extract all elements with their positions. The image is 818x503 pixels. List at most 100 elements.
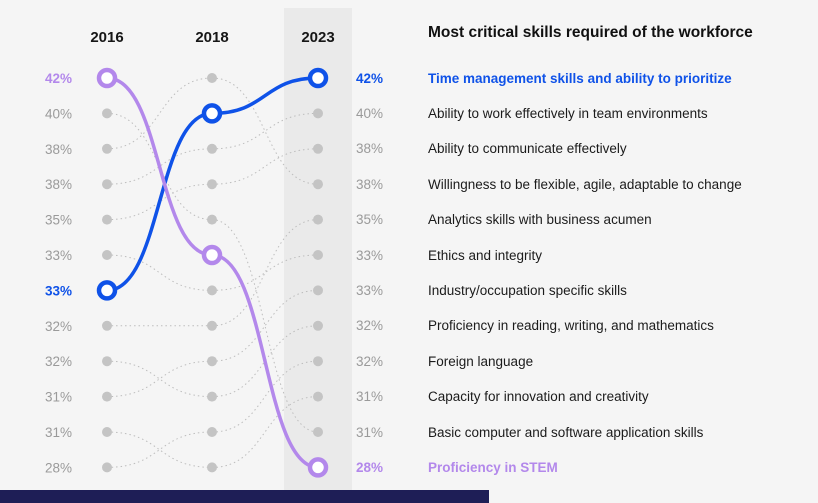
- rank-dot: [313, 214, 323, 225]
- skill-label: Proficiency in STEM: [428, 459, 558, 475]
- rank-dot: [207, 143, 217, 154]
- rank-dot: [207, 427, 217, 437]
- background-link: [106, 77, 319, 185]
- series-point: [201, 244, 223, 266]
- rank-dot: [313, 250, 323, 260]
- rank-dot: [313, 427, 323, 437]
- series-point: [201, 103, 223, 124]
- skill-row: 38% Willingness to be flexible, agile, ad…: [356, 173, 742, 195]
- bump-chart: 2016 2018 2023 42% 40% 38% 38% 35% 33% 33% 32% 32% 3…: [45, 8, 352, 490]
- rank-dot: [102, 356, 112, 367]
- rank-percent: 38%: [356, 176, 384, 192]
- skill-row: 32% Proficiency in reading, writing, and …: [356, 315, 714, 337]
- rank-dot: [207, 391, 217, 402]
- skill-row: 40% Ability to work effectively in team e…: [356, 102, 708, 124]
- background-link: [106, 112, 319, 433]
- skill-label: Ethics and integrity: [428, 247, 543, 263]
- rank-percent: 33%: [356, 282, 384, 298]
- series-point: [307, 457, 329, 478]
- rank-dot: [207, 462, 217, 473]
- left-axis-label: 33%: [45, 283, 72, 298]
- rank-dot: [207, 73, 217, 83]
- rank-dot: [313, 179, 323, 190]
- left-axis-label: 32%: [45, 354, 72, 369]
- rank-percent: 33%: [356, 247, 384, 263]
- rank-dot: [102, 250, 112, 260]
- rank-dot: [102, 108, 112, 119]
- rank-dot: [207, 320, 217, 331]
- series-point: [96, 280, 118, 301]
- rank-percent: 32%: [356, 353, 384, 369]
- skill-list: 42% Time management skills and ability to…: [356, 0, 818, 503]
- background-link: [106, 219, 319, 327]
- rank-dot: [207, 214, 217, 225]
- rank-percent: 31%: [356, 424, 384, 440]
- rank-dot: [313, 143, 323, 154]
- rank-dot: [207, 356, 217, 367]
- skill-label: Ability to communicate effectively: [428, 141, 627, 157]
- rank-percent: 38%: [356, 141, 384, 157]
- left-axis-label: 33%: [45, 248, 72, 263]
- footer-bar: [0, 490, 489, 503]
- rank-dots: [102, 73, 323, 473]
- skill-row: 31% Basic computer and software applicati…: [356, 421, 703, 443]
- rank-dot: [313, 285, 323, 296]
- year-header: 2016: [90, 29, 123, 46]
- skill-label: Analytics skills with business acumen: [428, 212, 652, 228]
- rank-percent: 28%: [356, 459, 384, 475]
- skill-row: 28% Proficiency in STEM: [356, 456, 558, 478]
- skill-label: Foreign language: [428, 353, 534, 369]
- rank-dot: [102, 179, 112, 190]
- rank-percent: 42%: [356, 70, 384, 86]
- left-axis-label: 38%: [45, 142, 72, 157]
- skill-label: Time management skills and ability to pr…: [428, 70, 732, 86]
- rank-dot: [102, 391, 112, 402]
- series-point: [96, 67, 118, 89]
- skill-row: 31% Capacity for innovation and creativit…: [356, 386, 649, 408]
- rank-dot: [102, 427, 112, 437]
- page-title: Most critical skills required of the wor…: [428, 24, 753, 41]
- left-axis-label: 28%: [45, 460, 72, 475]
- left-axis-label: 31%: [45, 425, 72, 440]
- left-axis-label: 35%: [45, 213, 72, 228]
- skill-label: Capacity for innovation and creativity: [428, 389, 649, 405]
- background-links: [106, 77, 319, 468]
- skill-label: Proficiency in reading, writing, and mat…: [428, 318, 714, 334]
- skill-row: 35% Analytics skills with business acumen: [356, 209, 652, 231]
- rank-percent: 32%: [356, 318, 384, 334]
- rank-dot: [102, 214, 112, 225]
- skill-row: 33% Industry/occupation specific skills: [356, 279, 627, 301]
- rank-dot: [102, 462, 112, 473]
- skill-row: 32% Foreign language: [356, 350, 533, 372]
- rank-percent: 31%: [356, 389, 384, 405]
- rank-dot: [102, 143, 112, 154]
- series-line: [106, 76, 319, 470]
- rank-dot: [207, 285, 217, 296]
- rank-percent: 35%: [356, 212, 384, 228]
- year-header: 2018: [195, 29, 228, 46]
- rank-dot: [313, 108, 323, 119]
- rank-dot: [207, 179, 217, 190]
- left-axis-label: 31%: [45, 390, 72, 405]
- skill-label: Willingness to be flexible, agile, adapt…: [428, 176, 742, 192]
- skill-row: 38% Ability to communicate effectively: [356, 138, 627, 160]
- rank-dot: [102, 320, 112, 331]
- skill-row: 33% Ethics and integrity: [356, 244, 542, 266]
- rank-dot: [313, 356, 323, 367]
- year-header: 2023: [301, 29, 334, 46]
- rank-percent: 40%: [356, 105, 384, 121]
- rank-dot: [313, 391, 323, 402]
- left-axis-label: 32%: [45, 319, 72, 334]
- skill-label: Industry/occupation specific skills: [428, 282, 627, 298]
- series-point: [307, 67, 329, 89]
- rank-dot: [313, 320, 323, 331]
- left-axis-label: 40%: [45, 106, 72, 121]
- series-purple: [96, 67, 329, 478]
- left-axis-label: 38%: [45, 177, 72, 192]
- left-axis-label: 42%: [45, 71, 72, 86]
- series-blue: [96, 67, 329, 301]
- skill-label: Basic computer and software application …: [428, 424, 704, 440]
- highlight-band-2023: [284, 8, 352, 490]
- series-line: [106, 76, 319, 293]
